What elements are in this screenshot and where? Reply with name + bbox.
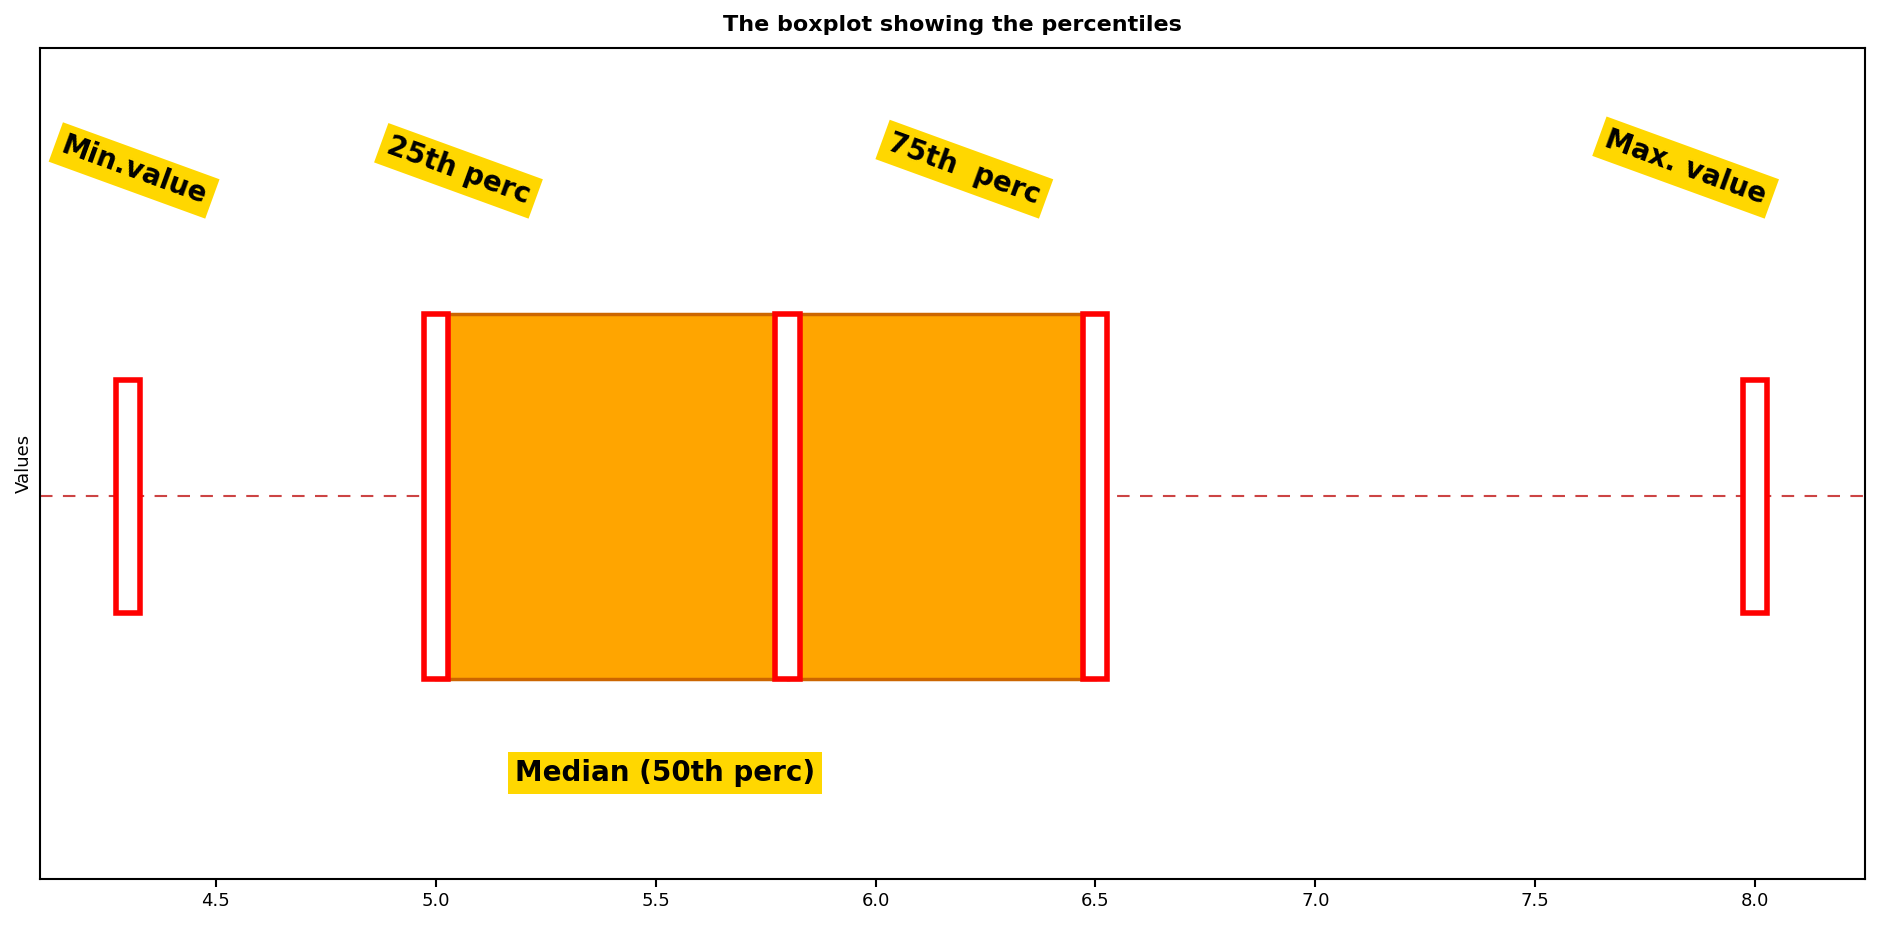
Bar	[436, 314, 1096, 679]
Text: 75th  perc: 75th perc	[884, 129, 1045, 210]
Bar	[775, 314, 799, 679]
Bar	[423, 314, 447, 679]
Bar	[117, 380, 139, 613]
Text: Max. value: Max. value	[1602, 126, 1771, 210]
Text: 25th perc: 25th perc	[384, 132, 534, 210]
Title: The boxplot showing the percentiles: The boxplot showing the percentiles	[724, 15, 1183, 35]
Text: Min.value: Min.value	[58, 131, 211, 210]
Bar	[1083, 314, 1107, 679]
Text: Median (50th perc): Median (50th perc)	[515, 759, 816, 787]
Bar	[1743, 380, 1767, 613]
Y-axis label: Values: Values	[15, 434, 34, 493]
